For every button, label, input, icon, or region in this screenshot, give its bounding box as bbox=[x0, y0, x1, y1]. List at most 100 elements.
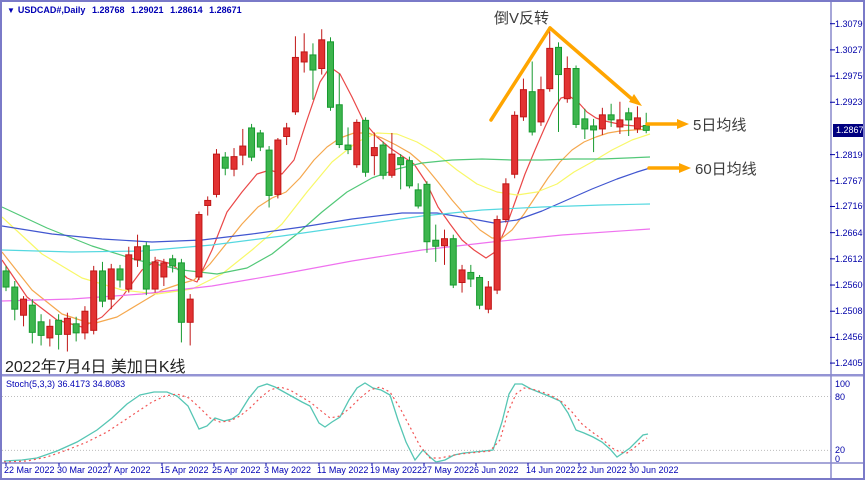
high-value: 1.29021 bbox=[131, 5, 164, 15]
x-axis-date-label: 6 Jun 2022 bbox=[474, 465, 519, 475]
candle bbox=[11, 281, 19, 321]
candle bbox=[326, 37, 334, 111]
x-axis-date-label: 14 Jun 2022 bbox=[526, 465, 576, 475]
ma5-annotation-label: 5日均线 bbox=[693, 117, 747, 134]
candle bbox=[125, 246, 133, 293]
candle bbox=[107, 263, 115, 310]
collapse-ohlc-icon[interactable]: ▼ bbox=[7, 6, 15, 15]
candle bbox=[63, 312, 71, 352]
candle bbox=[616, 101, 624, 134]
candle bbox=[151, 256, 159, 293]
open-value: 1.28768 bbox=[91, 5, 125, 15]
candle bbox=[239, 128, 247, 166]
candle bbox=[28, 299, 36, 344]
candle bbox=[476, 274, 484, 310]
candle bbox=[37, 314, 45, 346]
candle bbox=[186, 294, 194, 346]
candle bbox=[160, 258, 168, 287]
candle bbox=[283, 122, 291, 146]
chart-header: ▼ USDCAD#,Daily 1.28768 1.29021 1.28614 1… bbox=[7, 5, 246, 15]
candle bbox=[2, 265, 10, 292]
candle bbox=[46, 319, 54, 347]
date-caption-label: 2022年7月4日 美加日K线 bbox=[5, 359, 186, 376]
ma-line-MA20-yellow bbox=[2, 132, 651, 295]
x-axis-date-label: 15 Apr 2022 bbox=[160, 465, 209, 475]
candle bbox=[212, 149, 220, 198]
candle bbox=[625, 107, 633, 136]
x-axis-date-label: 27 May 2022 bbox=[422, 465, 475, 475]
candle bbox=[555, 42, 563, 132]
candle bbox=[195, 211, 203, 280]
candle bbox=[590, 118, 598, 153]
candle bbox=[20, 296, 28, 327]
candle bbox=[98, 261, 106, 308]
candle bbox=[467, 264, 475, 288]
candle bbox=[344, 127, 352, 155]
inverted-v-annotation-label: 倒V反转 bbox=[494, 10, 550, 27]
y-axis-label: 1.27670 bbox=[835, 175, 865, 186]
candle bbox=[230, 148, 238, 177]
candle bbox=[204, 196, 212, 216]
stoch-axis-label: 80 bbox=[835, 391, 846, 402]
candle bbox=[335, 73, 343, 149]
candle bbox=[572, 65, 580, 128]
y-axis-label: 1.26640 bbox=[835, 227, 865, 238]
ma60-annotation-label: 60日均线 bbox=[695, 161, 757, 178]
ma-line-MA60-blue bbox=[2, 167, 651, 243]
candle bbox=[116, 264, 124, 288]
y-axis-label: 1.26120 bbox=[835, 253, 865, 264]
x-axis-date-label: 30 Mar 2022 bbox=[57, 465, 108, 475]
candle bbox=[370, 132, 378, 176]
candle bbox=[379, 141, 387, 180]
candle bbox=[142, 242, 150, 296]
stoch-axis-label: 0 bbox=[835, 454, 841, 464]
x-axis-date-label: 11 May 2022 bbox=[317, 465, 369, 475]
candle bbox=[55, 314, 63, 350]
y-axis-label: 1.25080 bbox=[835, 306, 865, 317]
stoch-axis-label: 100 bbox=[835, 379, 851, 389]
x-axis-date-label: 30 Jun 2022 bbox=[629, 465, 679, 475]
candle bbox=[493, 215, 501, 295]
y-axis-label: 1.25600 bbox=[835, 280, 865, 291]
candle bbox=[519, 78, 527, 121]
y-axis-label: 1.27160 bbox=[835, 201, 865, 212]
candle bbox=[598, 107, 606, 135]
stoch-d-value: 34.8083 bbox=[92, 379, 126, 389]
candle bbox=[81, 306, 89, 340]
y-axis-label: 1.30270 bbox=[835, 44, 865, 55]
candle bbox=[581, 108, 589, 140]
inverted-v-left-line[interactable] bbox=[489, 26, 552, 122]
candle bbox=[511, 111, 519, 179]
candle bbox=[484, 281, 492, 314]
panel-separator[interactable] bbox=[2, 374, 865, 377]
x-axis-date-label: 22 Jun 2022 bbox=[577, 465, 627, 475]
candle bbox=[414, 183, 422, 209]
symbol-period-label: USDCAD#,Daily bbox=[17, 5, 86, 15]
candle bbox=[291, 36, 299, 115]
y-axis-label: 1.30790 bbox=[835, 18, 865, 29]
candle bbox=[256, 129, 264, 152]
candle bbox=[265, 146, 273, 208]
candle bbox=[72, 316, 80, 342]
current-price-tag: 1.28671 bbox=[833, 123, 863, 137]
candle bbox=[458, 264, 466, 293]
candle bbox=[449, 234, 457, 289]
candle bbox=[353, 119, 361, 168]
candle bbox=[432, 224, 440, 262]
candle bbox=[441, 229, 448, 265]
candle bbox=[300, 33, 308, 73]
candle bbox=[633, 106, 641, 133]
stoch-d-line bbox=[3, 386, 648, 463]
candle bbox=[563, 56, 571, 103]
candle bbox=[405, 156, 413, 189]
candle bbox=[546, 31, 554, 92]
y-axis-label: 1.28190 bbox=[835, 149, 865, 160]
candle bbox=[274, 138, 282, 199]
candle bbox=[169, 254, 177, 273]
inverted-v-right-line[interactable] bbox=[548, 26, 635, 102]
x-axis-date-label: 7 Apr 2022 bbox=[107, 465, 151, 475]
candle bbox=[134, 234, 142, 267]
y-axis-label: 1.29230 bbox=[835, 97, 865, 108]
